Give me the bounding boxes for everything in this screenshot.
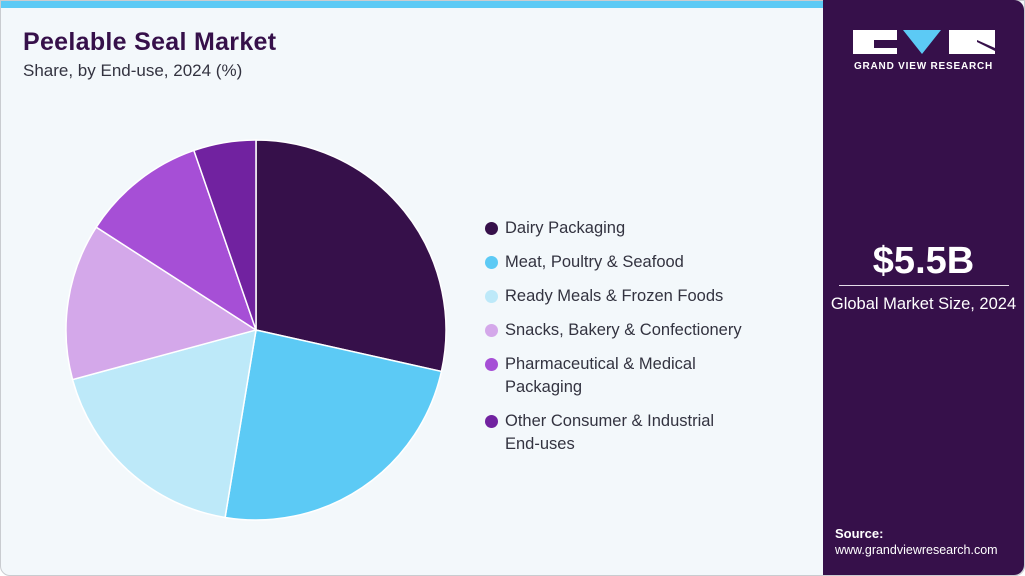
- chart-subtitle: Share, by End-use, 2024 (%): [23, 61, 243, 80]
- pie-slice: [192, 139, 257, 331]
- legend-label: Dairy Packaging: [505, 219, 626, 237]
- legend-dot-icon: [485, 256, 498, 269]
- legend-label: Meat, Poultry & Seafood: [505, 253, 684, 271]
- legend-item: Ready Meals & Frozen Foods: [485, 285, 775, 308]
- legend-item: Pharmaceutical & Medical Packaging: [485, 353, 775, 399]
- chart-title: Peelable Seal Market: [23, 28, 277, 56]
- pie-slice: [224, 329, 443, 521]
- market-size-label: Global Market Size, 2024: [830, 295, 1017, 313]
- sidebar-panel: GRAND VIEW RESEARCH $5.5B Global Market …: [823, 0, 1024, 575]
- source-heading: Source:: [835, 526, 884, 541]
- legend-item: Snacks, Bakery & Confectionery: [485, 319, 775, 342]
- pie-slice: [65, 226, 258, 381]
- legend-dot-icon: [485, 324, 498, 337]
- divider: [839, 285, 1009, 286]
- legend-label: Pharmaceutical & Medical Packaging: [505, 355, 696, 396]
- gvr-logo-icon: [853, 30, 995, 54]
- source-link[interactable]: www.grandviewresearch.com: [835, 543, 998, 557]
- legend-item: Dairy Packaging: [485, 217, 775, 240]
- legend-dot-icon: [485, 415, 498, 428]
- legend-item: Other Consumer & Industrial End-uses: [485, 410, 775, 456]
- chart-legend: Dairy Packaging Meat, Poultry & Seafood Re…: [485, 217, 775, 467]
- legend-dot-icon: [485, 358, 498, 371]
- legend-label: Other Consumer & Industrial End-uses: [505, 412, 715, 453]
- pie-slice: [95, 149, 258, 332]
- logo-text: GRAND VIEW RESEARCH: [853, 61, 994, 72]
- accent-bar: [1, 1, 824, 8]
- legend-label: Ready Meals & Frozen Foods: [505, 287, 724, 305]
- legend-dot-icon: [485, 222, 498, 235]
- legend-dot-icon: [485, 290, 498, 303]
- legend-label: Snacks, Bakery & Confectionery: [505, 321, 742, 339]
- pie-slice: [71, 328, 257, 519]
- pie-slice: [255, 139, 447, 373]
- market-size-value: $5.5B: [872, 240, 975, 282]
- pie-chart: [65, 139, 447, 521]
- legend-item: Meat, Poultry & Seafood: [485, 251, 775, 274]
